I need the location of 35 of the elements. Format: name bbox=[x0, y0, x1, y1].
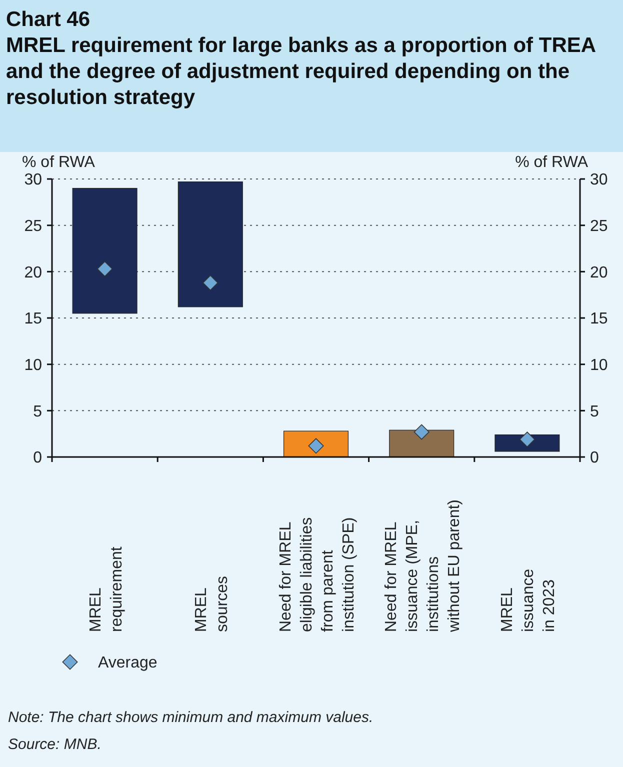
y-tick-label: 5 bbox=[33, 403, 42, 420]
y-tick-label: 30 bbox=[24, 172, 42, 189]
point bbox=[202, 275, 218, 291]
y-tick-label: 20 bbox=[24, 264, 42, 282]
x-tick-label: MREL requirement bbox=[87, 546, 126, 632]
legend-label: Average bbox=[98, 654, 158, 672]
y2-tick-label: 10 bbox=[590, 356, 608, 374]
point bbox=[97, 261, 113, 277]
y2-tick-label: 5 bbox=[590, 403, 599, 420]
x-tick-label: Need for MREL issuance (MPE, institutions without EU parent) bbox=[383, 499, 464, 633]
point bbox=[414, 424, 430, 440]
bar bbox=[72, 188, 138, 314]
y2-tick-label: 15 bbox=[590, 310, 608, 328]
x-tick-label: MREL issuance in 2023 bbox=[499, 568, 558, 632]
x-tick-label: Need for MREL eligible liabilities from parent institution (SPE) bbox=[278, 517, 358, 632]
chart-title: Chart 46 bbox=[6, 8, 90, 31]
bar bbox=[283, 430, 349, 458]
y-axis-title: % of RWA bbox=[22, 154, 96, 171]
y-tick-label: 10 bbox=[24, 356, 42, 374]
y2-tick-label: 30 bbox=[590, 172, 608, 189]
chart-subtitle: MREL requirement for large banks as a proportion of TREA and the degree of adjustment required depending on the resolution strategy bbox=[6, 34, 596, 109]
y2-tick-label: 25 bbox=[590, 218, 608, 235]
point bbox=[519, 432, 535, 448]
text: Note: The chart shows minimum and maximum values. bbox=[8, 709, 374, 726]
source-note: Source: MNB. bbox=[8, 736, 102, 753]
y-tick-label: 0 bbox=[33, 450, 42, 467]
y-tick-label: 25 bbox=[24, 218, 42, 235]
y-tick-label: 15 bbox=[24, 310, 42, 328]
x-tick-label: MREL sources bbox=[192, 576, 231, 632]
point bbox=[308, 438, 324, 454]
y2-tick-label: 0 bbox=[590, 450, 599, 467]
bar bbox=[389, 430, 454, 458]
y2-axis-title: % of RWA bbox=[515, 154, 588, 171]
bar bbox=[178, 181, 243, 308]
y2-tick-label: 20 bbox=[590, 264, 608, 282]
